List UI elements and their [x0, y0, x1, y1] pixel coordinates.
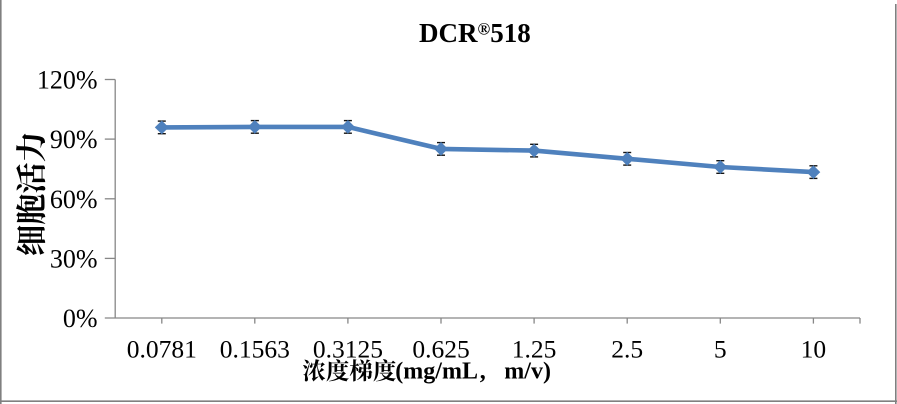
- svg-text:,: ,: [480, 359, 486, 385]
- svg-text:0%: 0%: [63, 304, 98, 333]
- svg-text:m/v): m/v): [504, 359, 551, 385]
- svg-text:1.25: 1.25: [512, 335, 557, 364]
- svg-text:0.1563: 0.1563: [220, 335, 290, 364]
- svg-text:(mg/mL: (mg/mL: [395, 359, 478, 385]
- svg-text:0.625: 0.625: [412, 335, 469, 364]
- svg-text:DCR®518: DCR®518: [419, 18, 531, 48]
- svg-text:60%: 60%: [50, 185, 98, 214]
- svg-text:0.3125: 0.3125: [313, 335, 383, 364]
- svg-text:2.5: 2.5: [611, 335, 643, 364]
- svg-text:5: 5: [714, 335, 727, 364]
- svg-text:10: 10: [801, 335, 827, 364]
- svg-text:90%: 90%: [50, 125, 98, 154]
- svg-text:30%: 30%: [50, 244, 98, 273]
- svg-text:0.0781: 0.0781: [127, 335, 197, 364]
- svg-text:120%: 120%: [37, 66, 98, 95]
